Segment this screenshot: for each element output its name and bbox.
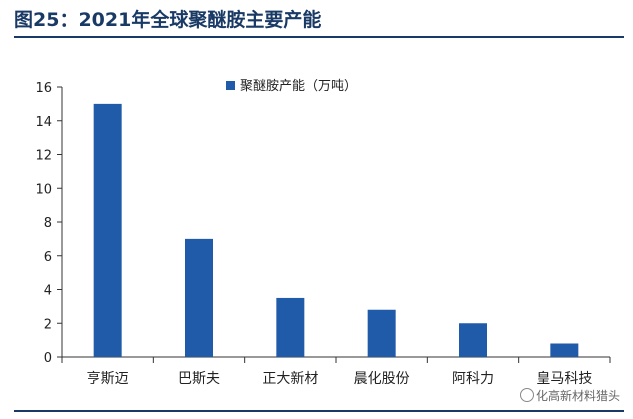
x-tick-label: 巴斯夫 — [178, 371, 220, 387]
bars — [93, 103, 579, 357]
legend-label: 聚醚胺产能（万吨） — [240, 79, 357, 94]
bar-3 — [367, 309, 396, 357]
y-tick-label: 12 — [35, 149, 52, 164]
figure-title: 图25：2021年全球聚醚胺主要产能 — [14, 9, 322, 31]
y-tick-label: 10 — [35, 182, 52, 197]
bar-4 — [459, 323, 487, 357]
bottom-rule — [14, 410, 624, 412]
bar-2 — [276, 297, 305, 357]
y-tick-label: 6 — [44, 250, 52, 265]
x-tick-label: 晨化股份 — [354, 371, 410, 387]
y-tick-label: 8 — [44, 216, 52, 231]
watermark: 化高新材料猎头 — [516, 386, 623, 405]
x-tick-label: 亨斯迈 — [87, 370, 129, 387]
legend-swatch — [226, 81, 235, 90]
y-tick-label: 4 — [44, 284, 52, 299]
wechat-icon — [519, 388, 534, 402]
y-tick-label: 0 — [44, 351, 52, 366]
title-rule — [14, 36, 624, 38]
bar-1 — [185, 238, 213, 357]
bar-5 — [550, 343, 579, 357]
y-axis: 0 2 4 6 8 10 12 14 16 — [35, 81, 63, 366]
watermark-text: 化高新材料猎头 — [535, 389, 620, 403]
x-tick-label: 正大新材 — [262, 371, 318, 387]
x-tick-label: 皇马科技 — [536, 371, 592, 387]
y-tick-label: 16 — [35, 81, 52, 96]
y-tick-label: 2 — [44, 317, 52, 332]
legend: 聚醚胺产能（万吨） — [226, 79, 357, 94]
x-tick-label: 阿科力 — [452, 371, 494, 387]
x-axis: 亨斯迈 巴斯夫 正大新材 晨化股份 阿科力 皇马科技 — [61, 356, 611, 387]
y-tick-label: 14 — [35, 115, 52, 130]
bar-0 — [93, 103, 122, 357]
